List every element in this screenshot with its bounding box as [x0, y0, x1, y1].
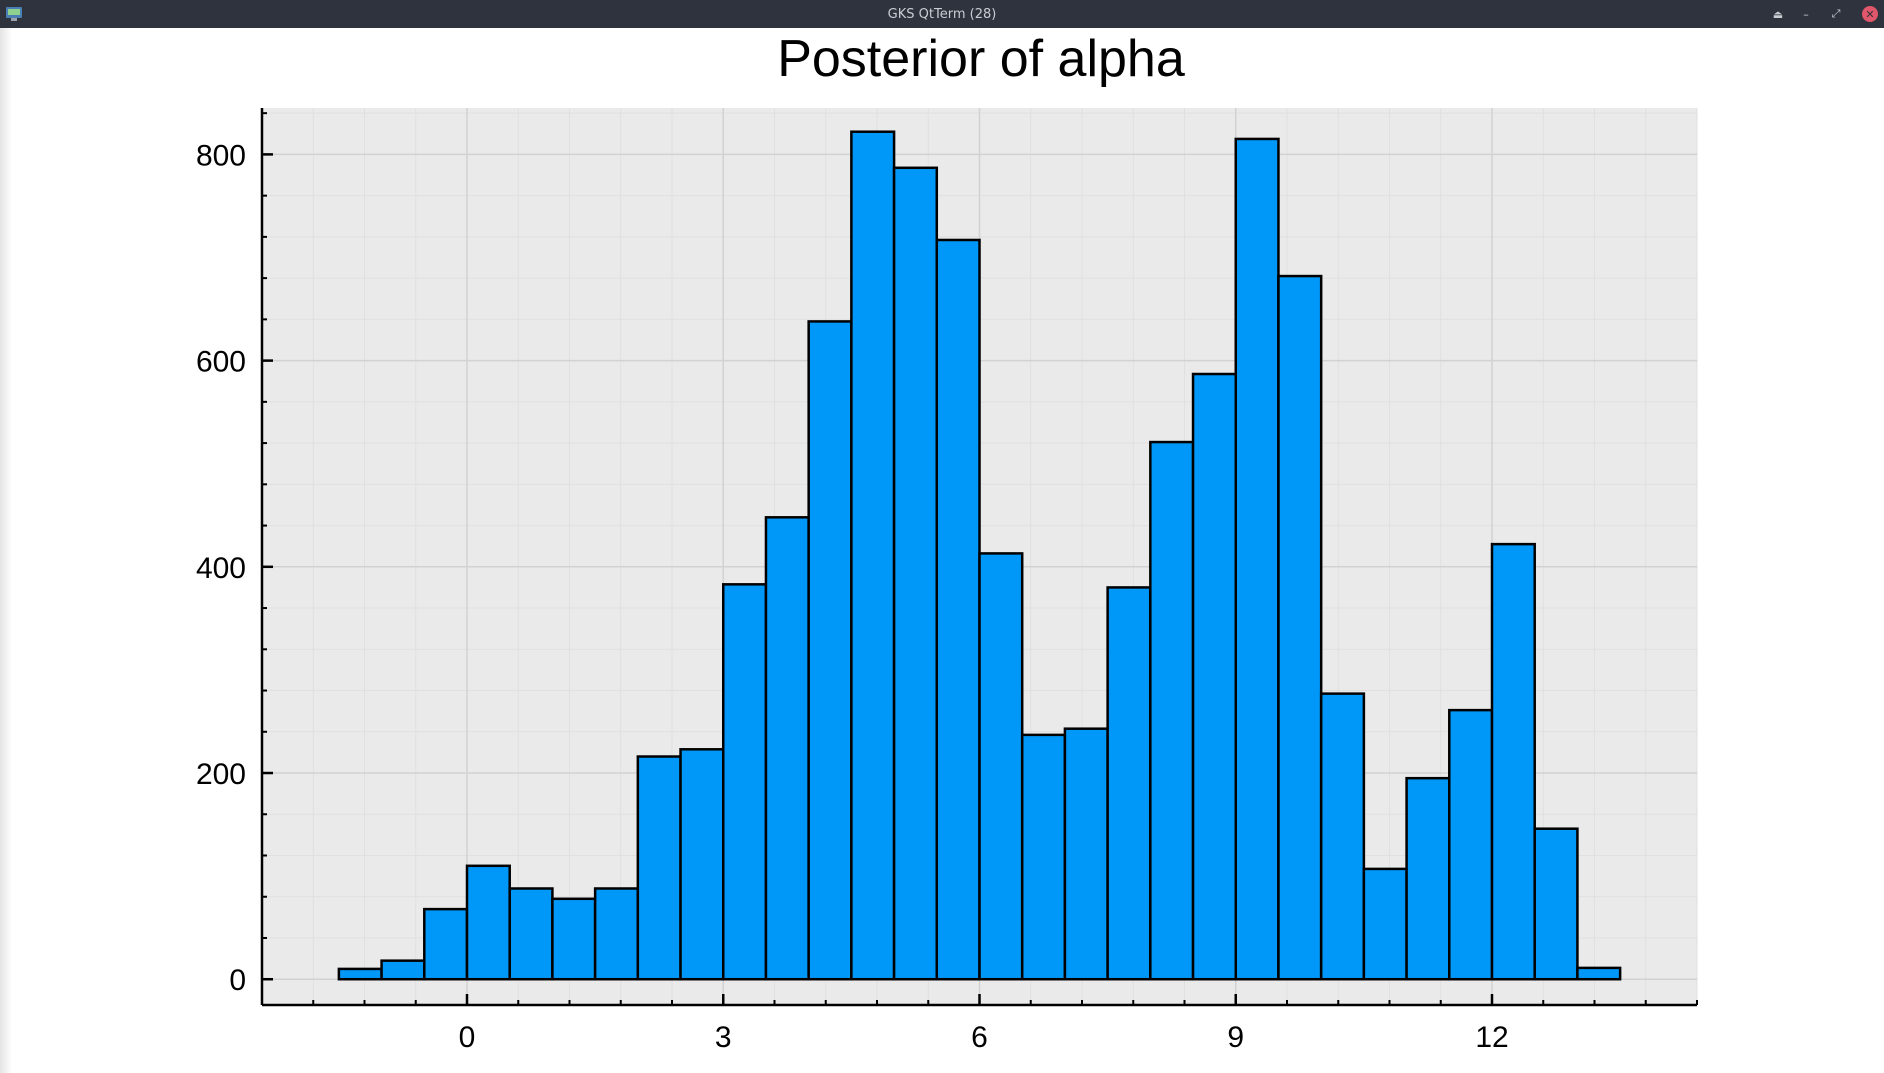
y-tick-label: 200	[196, 758, 246, 791]
x-tick-label: 9	[1227, 1021, 1244, 1054]
histogram-bar	[1448, 708, 1494, 981]
histogram-bar	[935, 238, 981, 981]
x-tick-label: 6	[971, 1021, 988, 1054]
histogram-bar	[850, 130, 896, 981]
histogram-bar	[1020, 733, 1067, 981]
histogram-bar	[679, 748, 725, 981]
histogram-bar	[380, 959, 426, 981]
app-icon	[6, 7, 22, 21]
histogram-bar	[722, 583, 768, 981]
window-left-border	[0, 28, 12, 1073]
histogram-bar	[978, 552, 1024, 981]
histogram-bar	[1277, 274, 1323, 981]
histogram-bar	[1234, 137, 1280, 981]
window-title: GKS QtTerm (28)	[887, 6, 997, 22]
chart-title: Posterior of alpha	[777, 30, 1185, 88]
x-tick-label: 0	[459, 1021, 476, 1054]
histogram-bar	[807, 320, 853, 981]
histogram-bar	[593, 887, 640, 981]
histogram-bar	[465, 864, 511, 981]
histogram-chart: Posterior of alpha 0 3 6 9 12 0 200 400 600 800	[196, 30, 1698, 1054]
x-tick-label: 12	[1475, 1021, 1508, 1054]
histogram-bar	[1191, 372, 1237, 981]
close-window-icon[interactable]: ✕	[1862, 6, 1878, 22]
plot-area: 0 3 6 9 12 0 200 400 600 800	[196, 108, 1698, 1054]
histogram-bar	[764, 516, 810, 981]
histogram-bar	[508, 887, 554, 981]
window-titlebar[interactable]: GKS QtTerm (28) ⏏ – ⤢ ✕	[0, 0, 1884, 28]
histogram-bar	[1490, 542, 1536, 981]
y-tick-label: 800	[196, 139, 246, 172]
histogram-bar	[1149, 440, 1195, 981]
y-tick-label: 600	[196, 346, 246, 379]
y-tick-label: 0	[229, 964, 246, 997]
minimize-window-icon[interactable]: –	[1803, 7, 1809, 21]
histogram-bar	[1362, 867, 1408, 981]
histogram-bar	[1576, 966, 1622, 981]
histogram-bar	[423, 907, 469, 981]
maximize-window-icon[interactable]: ⤢	[1831, 7, 1841, 20]
histogram-bar	[551, 897, 597, 981]
histogram-bar	[1063, 727, 1109, 981]
histogram-bar	[1405, 776, 1451, 981]
histogram-bar	[337, 967, 383, 981]
histogram-bar	[1106, 586, 1152, 981]
x-tick-label: 3	[715, 1021, 732, 1054]
histogram-bar	[892, 166, 939, 981]
shade-window-icon[interactable]: ⏏	[1772, 7, 1784, 21]
histogram-bar	[1533, 827, 1579, 981]
histogram-bar	[1319, 692, 1366, 981]
histogram-bar	[636, 755, 682, 981]
y-tick-label: 400	[196, 552, 246, 585]
